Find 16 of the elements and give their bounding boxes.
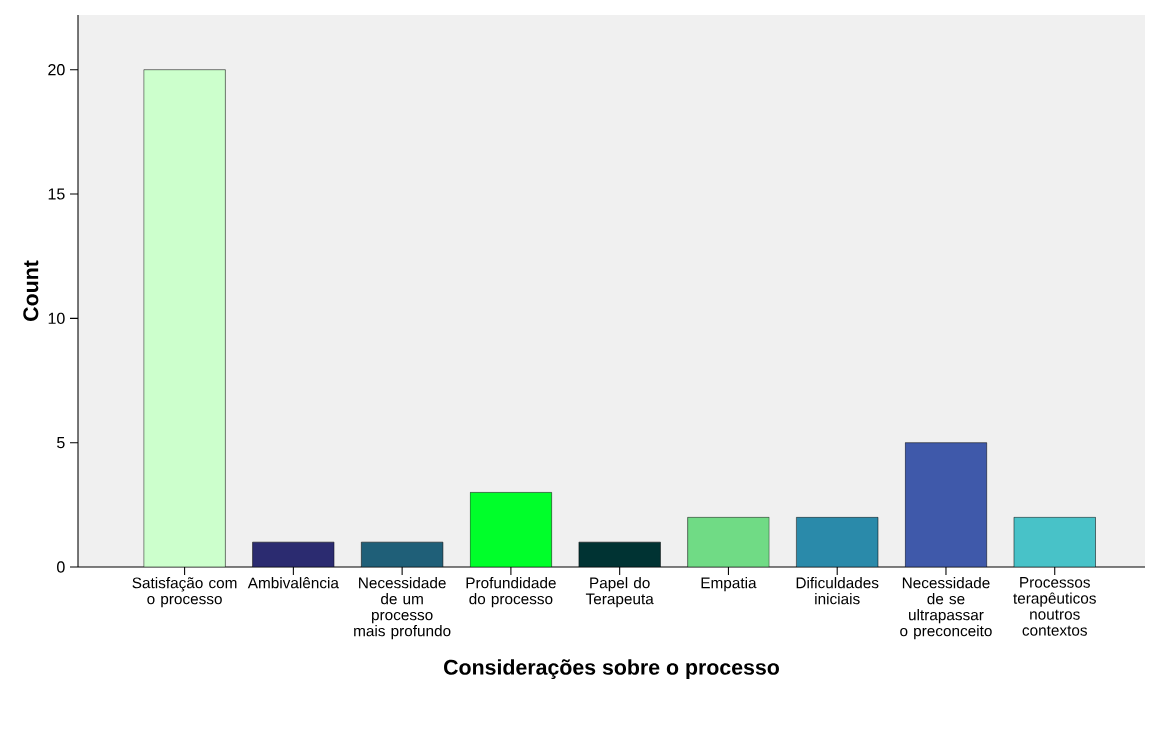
- x-tick-label: Dificuldades iniciais: [796, 577, 879, 605]
- x-tick-label: Necessidade de um processo mais profundo: [354, 577, 451, 640]
- y-tick-label: 5: [57, 437, 65, 449]
- y-tick-label: 20: [48, 64, 65, 76]
- y-tick-label: 10: [48, 312, 65, 325]
- y-axis-title: Count: [23, 260, 39, 321]
- x-tick-label: Empatia: [701, 577, 757, 592]
- x-tick-label: Processos terapêuticos noutros contextos: [1013, 577, 1096, 636]
- x-tick-label: Profundidade do processo: [466, 577, 556, 608]
- x-tick-label: Papel do Terapeuta: [585, 577, 654, 608]
- x-tick-label: Necessidade de se ultrapassar o preconceito: [900, 577, 992, 640]
- x-tick-label: Satisfação com o processo: [132, 577, 237, 608]
- x-axis-title: Considerações sobre o processo: [444, 659, 779, 680]
- y-tick-label: 0: [57, 561, 65, 573]
- x-tick-label: Ambivalência: [247, 577, 339, 589]
- y-tick-label: 15: [48, 188, 65, 200]
